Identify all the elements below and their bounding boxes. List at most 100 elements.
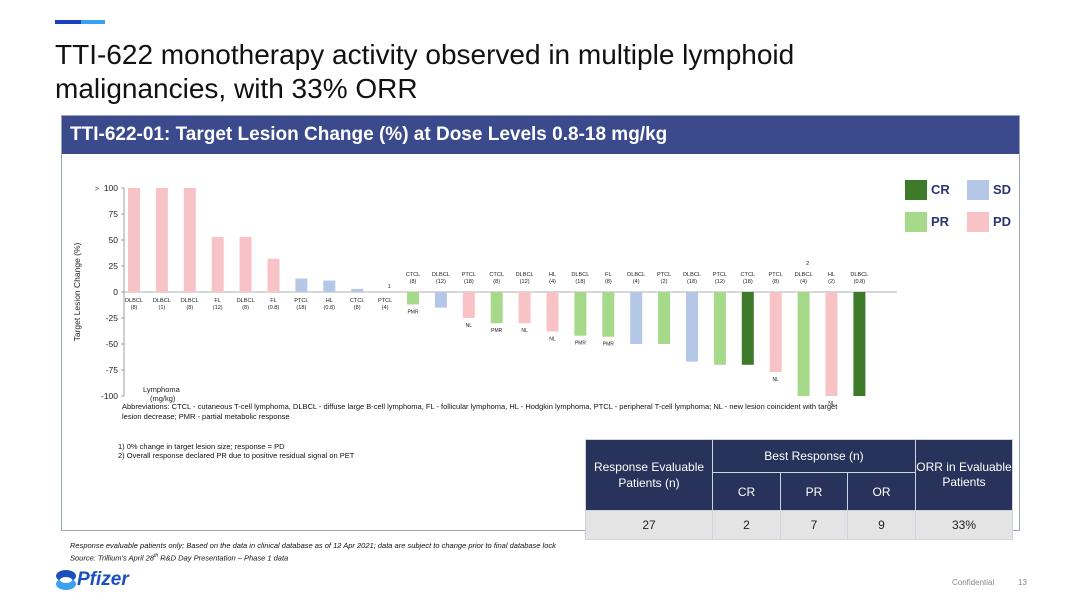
y-tick-label: -100 xyxy=(101,391,118,401)
bar-pd xyxy=(155,188,168,292)
footnote-presentation: Source: Trillium's April 28th R&D Day Pr… xyxy=(70,553,288,563)
bar-cr xyxy=(853,292,866,396)
abbreviations-text: Abbreviations: CTCL - cutaneous T-cell l… xyxy=(122,402,838,421)
bar-category-label: DLBCL xyxy=(850,272,868,278)
title-accent-bar xyxy=(55,20,105,24)
bar-dose-label: (4) xyxy=(633,279,640,285)
bar-category-label: CTCL xyxy=(489,272,504,278)
bar-pr xyxy=(797,292,810,396)
bar-dose-label: (0.8) xyxy=(268,305,280,311)
response-table: Response Evaluable Patients (n) Best Res… xyxy=(585,438,1013,540)
bar-pr xyxy=(574,292,587,336)
bar-dose-label: (12) xyxy=(436,279,446,285)
bar-category-label: DLBCL xyxy=(627,272,645,278)
bar-pd xyxy=(183,188,196,292)
bar-category-label: DLBCL xyxy=(432,272,450,278)
bar-sd xyxy=(295,278,308,292)
y-tick-label: 25 xyxy=(109,261,119,271)
bar-dose-label: (18) xyxy=(296,305,306,311)
bar-dose-label: (2) xyxy=(661,279,668,285)
bar-pd xyxy=(518,292,531,324)
bar-note-label: PMR xyxy=(575,341,587,347)
bar-category-label: DLBCL xyxy=(237,298,255,304)
chart-notes: 1) 0% change in target lesion size; resp… xyxy=(118,442,354,460)
accent-bar-light xyxy=(81,20,105,24)
footnote-source-pre: Source: Trillium's April 28 xyxy=(70,553,154,563)
bar-pd xyxy=(239,236,252,292)
bar-pr xyxy=(713,292,726,365)
value-cr: 2 xyxy=(712,510,781,540)
bar-category-label: FL xyxy=(214,298,221,304)
bar-category-label: HL xyxy=(549,272,556,278)
bar-category-label: DLBCL xyxy=(795,272,813,278)
header-best-response: Best Response (n) xyxy=(712,438,916,474)
bar-dose-label: (8) xyxy=(493,279,500,285)
bar-pd xyxy=(769,292,782,373)
confidential-label: Confidential xyxy=(952,578,995,587)
bar-pd xyxy=(825,292,838,396)
accent-bar-dark xyxy=(55,20,81,24)
bar-footnote-marker: 2 xyxy=(806,261,809,267)
bar-sd xyxy=(686,292,698,362)
bar-dose-label: (8) xyxy=(242,305,249,311)
group-label-line1: Lymphoma xyxy=(143,385,181,394)
value-pr: 7 xyxy=(780,510,848,540)
bar-pd xyxy=(267,258,280,292)
bar-note-label: PMR xyxy=(603,342,615,348)
y-axis-label: Target Lesion Change (%) xyxy=(72,242,82,341)
bar-category-label: CTCL xyxy=(740,272,755,278)
bar-dose-label: (12) xyxy=(715,279,725,285)
slide-title: TTI-622 monotherapy activity observed in… xyxy=(55,39,795,104)
bar-note-label: NL xyxy=(772,377,779,383)
legend-swatch-pd xyxy=(967,212,989,232)
waterfall-chart: 100 75 50 25 0 -25 -50 -75 -100 > Target Lesion Ch… xyxy=(72,183,897,407)
bar-dose-label: (8) xyxy=(410,279,417,285)
bar-dose-label: (1) xyxy=(158,305,165,311)
pfizer-logo-text: Pfizer xyxy=(77,569,129,590)
bar-sd xyxy=(630,292,643,344)
bar-category-label: DLBCL xyxy=(571,272,589,278)
bar-pr xyxy=(602,292,615,337)
bar-dose-label: (18) xyxy=(743,279,753,285)
header-orr: ORR in Evaluable Patients xyxy=(915,439,1013,511)
legend-label-cr: CR xyxy=(931,182,950,197)
page-number: 13 xyxy=(1018,578,1027,587)
bar-dose-label: (4) xyxy=(549,279,556,285)
bar-category-label: DLBCL xyxy=(181,298,199,304)
bar-cr xyxy=(741,292,754,365)
legend-swatch-pr xyxy=(905,212,927,232)
bar-dose-label: (8) xyxy=(186,305,193,311)
legend-label-pd: PD xyxy=(993,214,1012,229)
bar-note-label: PMR xyxy=(407,309,419,315)
bar-category-label: PTCL xyxy=(378,298,392,304)
bar-category-label: HL xyxy=(828,272,835,278)
bar-dose-label: (8) xyxy=(354,305,361,311)
bar-pd xyxy=(462,292,475,318)
legend-swatch-cr xyxy=(905,180,927,200)
bar-dose-label: (8) xyxy=(772,279,779,285)
y-tick-label: 75 xyxy=(109,209,119,219)
bar-dose-label: (12) xyxy=(520,279,530,285)
bar-dose-label: (0.8) xyxy=(324,305,336,311)
y-tick-label: -75 xyxy=(106,365,119,375)
bar-note-label: NL xyxy=(549,337,556,343)
bar-dose-label: (8) xyxy=(131,305,138,311)
bar-note-label: NL xyxy=(466,323,473,329)
bar-category-label: DLBCL xyxy=(516,272,534,278)
bar-dose-label: (18) xyxy=(464,279,474,285)
note-2: 2) Overall response declared PR due to p… xyxy=(118,451,355,460)
header-evaluable: Response Evaluable Patients (n) xyxy=(585,439,713,511)
bar-category-label: DLBCL xyxy=(125,298,143,304)
header-or: OR xyxy=(847,472,916,511)
y-top-marker: > xyxy=(95,186,99,193)
bar-dose-label: (18) xyxy=(687,279,697,285)
value-or: 9 xyxy=(847,510,916,540)
group-label-line2: (mg/kg) xyxy=(150,394,176,403)
bar-sd xyxy=(351,288,364,292)
chart-legend: CR SD PR PD xyxy=(905,180,1015,240)
legend-label-pr: PR xyxy=(931,214,950,229)
bar-pd xyxy=(128,188,140,292)
bar-category-label: PTCL xyxy=(713,272,727,278)
bar-dose-label: (0.8) xyxy=(854,279,866,285)
bar-pr xyxy=(407,292,419,305)
